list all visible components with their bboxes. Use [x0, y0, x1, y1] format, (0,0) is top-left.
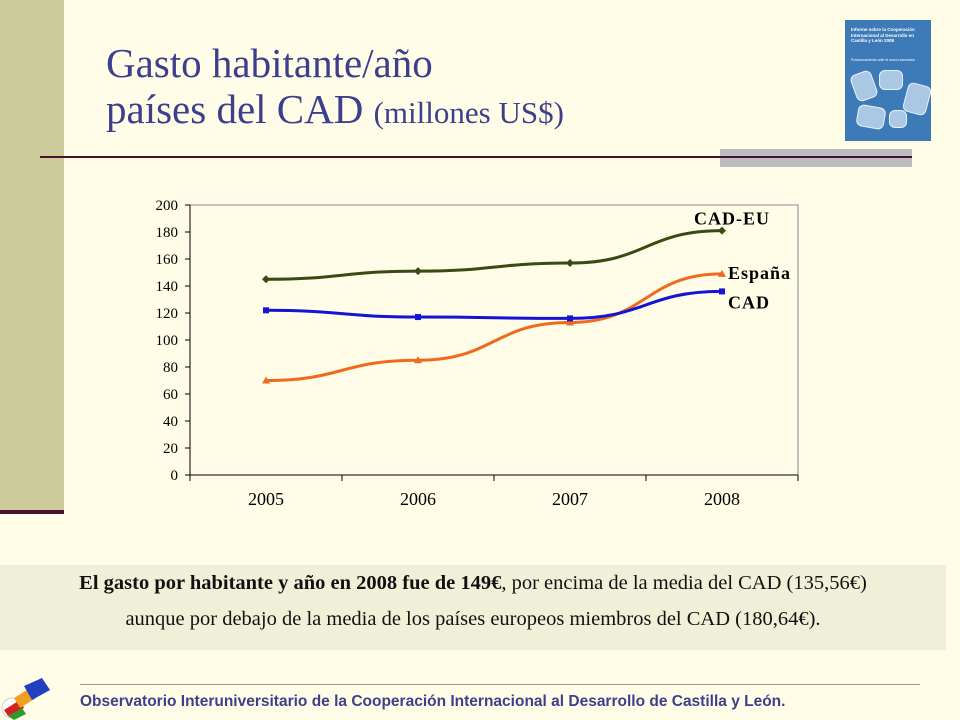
series-line	[265, 272, 723, 382]
data-point	[719, 288, 725, 295]
summary-box: El gasto por habitante y año en 2008 fue…	[0, 565, 946, 650]
cover-cylinder-5	[889, 110, 907, 128]
data-point	[566, 259, 574, 268]
x-tick-label: 2007	[552, 489, 588, 509]
x-tick-label: 2005	[248, 489, 284, 509]
cover-cylinder-2	[879, 70, 903, 90]
data-point	[415, 314, 421, 321]
summary-rest: , por encima de la media del CAD (135,56…	[501, 572, 867, 594]
footer-text: Observatorio Interuniversitario de la Co…	[80, 693, 786, 710]
title-rule-accent	[720, 149, 912, 167]
series-group: CAD-EU España CAD	[262, 209, 791, 384]
data-point	[263, 307, 269, 314]
y-tick-label: 60	[163, 387, 178, 403]
y-axis: 0 20 40 60 80 100 120 140 160 180 200	[156, 198, 191, 484]
footer-rule	[80, 684, 920, 685]
data-point	[566, 318, 574, 326]
title-rule	[40, 156, 912, 158]
report-cover-title: Informe sobre la Cooperación Internacion…	[851, 27, 915, 43]
summary-line-1: El gasto por habitante y año en 2008 fue…	[0, 565, 946, 601]
observatorio-logo	[1, 678, 50, 720]
title-line-1: Gasto habitante/año	[106, 40, 433, 86]
cover-cylinder-1	[848, 69, 880, 103]
report-cover-image: Informe sobre la Cooperación Internacion…	[845, 20, 931, 141]
x-axis: 2005 2006 2007 2008	[189, 474, 799, 509]
data-point	[718, 226, 726, 235]
y-tick-label: 0	[171, 468, 179, 484]
y-tick-label: 200	[156, 198, 179, 214]
y-tick-label: 160	[156, 252, 179, 268]
summary-line-2: aunque por debajo de la media de los paí…	[125, 608, 821, 630]
data-point	[718, 269, 726, 277]
y-tick-label: 100	[156, 333, 179, 349]
data-point	[262, 275, 270, 284]
data-point	[262, 376, 270, 384]
x-tick-label: 2006	[400, 489, 436, 509]
cover-cylinder-4	[855, 103, 887, 131]
data-point	[567, 315, 573, 322]
title-line-2-text: países del CAD	[106, 86, 364, 132]
slide-title: Gasto habitante/año países del CAD (mill…	[106, 40, 564, 136]
data-point	[414, 356, 422, 364]
series-label: CAD-EU	[694, 209, 770, 229]
y-tick-label: 20	[163, 441, 178, 457]
left-decor-bar	[0, 0, 64, 512]
series-cad: CAD	[263, 288, 770, 322]
y-tick-label: 40	[163, 414, 178, 430]
y-tick-label: 180	[156, 225, 179, 241]
x-tick-label: 2008	[704, 489, 740, 509]
y-tick-label: 80	[163, 360, 178, 376]
title-line-2: países del CAD (millones US$)	[106, 86, 564, 136]
y-tick-label: 120	[156, 306, 179, 322]
line-chart: 0 20 40 60 80 100 120 140 160 180 200 2005 2006 2007…	[156, 198, 799, 509]
cover-cylinder-3	[901, 81, 931, 117]
left-decor-line	[0, 510, 64, 514]
y-tick-label: 140	[156, 279, 179, 295]
series-espa-a: España	[262, 263, 791, 384]
series-line	[265, 289, 723, 320]
title-units: (millones US$)	[373, 95, 564, 130]
report-cover-subtitle: Posicionamiento ante el nuevo escenario	[851, 58, 915, 62]
data-point	[414, 267, 422, 276]
series-cad-eu: CAD-EU	[262, 209, 770, 284]
series-label: CAD	[728, 292, 770, 312]
summary-bold: El gasto por habitante y año en 2008 fue…	[79, 572, 502, 594]
series-line	[265, 229, 723, 281]
series-label: España	[728, 263, 791, 283]
